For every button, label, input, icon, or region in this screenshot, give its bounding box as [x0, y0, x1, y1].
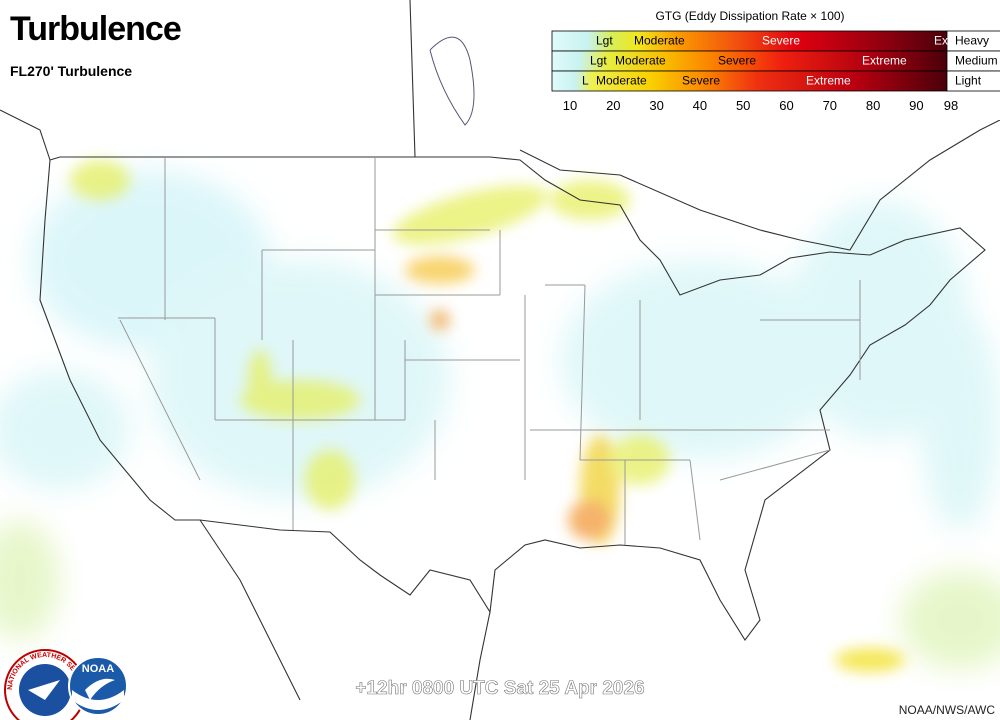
legend-scale-label: 70 — [823, 98, 837, 113]
legend-label: Severe — [718, 54, 756, 68]
legend-label: Lgt — [596, 34, 613, 48]
state-lines — [118, 157, 861, 545]
legend-level: Light — [955, 74, 982, 88]
nws-logo: NATIONAL WEATHER SERVICE — [4, 649, 86, 720]
legend-scale-label: 80 — [866, 98, 880, 113]
legend-label: Moderate — [596, 74, 647, 88]
legend-label: Severe — [762, 34, 800, 48]
legend-scale-label: 30 — [649, 98, 663, 113]
title: Turbulence — [10, 10, 181, 48]
legend-label: Moderate — [634, 34, 685, 48]
legend-scale-label: 40 — [693, 98, 707, 113]
legend-label: Moderate — [615, 54, 666, 68]
turbulence-field — [0, 160, 1000, 672]
noaa-logo: NOAA — [68, 656, 128, 716]
legend-level: Medium — [955, 54, 998, 68]
us-outline — [39, 156, 986, 641]
legend-label: Ex — [934, 34, 948, 48]
legend-scale-label: 60 — [779, 98, 793, 113]
legend-scale-label: 50 — [736, 98, 750, 113]
legend-label: Extreme — [806, 74, 851, 88]
noaa-text: NOAA — [82, 663, 114, 675]
subtitle: FL270' Turbulence — [10, 63, 132, 79]
legend-level-box — [946, 70, 1000, 92]
legend-scale-label: 98 — [944, 98, 958, 113]
legend-label: Extreme — [862, 54, 907, 68]
legend-scale-label: 20 — [606, 98, 620, 113]
valid-time: +12hr 0800 UTC Sat 25 Apr 2026 — [355, 678, 644, 699]
legend-scale-label: 10 — [563, 98, 577, 113]
legend-label: Lgt — [590, 54, 607, 68]
legend: GTG (Eddy Dissipation Rate × 100) Lgt Mod… — [548, 4, 1000, 120]
legend-title: GTG (Eddy Dissipation Rate × 100) — [655, 9, 844, 23]
legend-scale-label: 90 — [909, 98, 923, 113]
legend-label: L — [582, 74, 589, 88]
legend-label: Severe — [682, 74, 720, 88]
legend-level: Heavy — [955, 34, 989, 48]
credit: NOAA/NWS/AWC — [899, 703, 996, 717]
